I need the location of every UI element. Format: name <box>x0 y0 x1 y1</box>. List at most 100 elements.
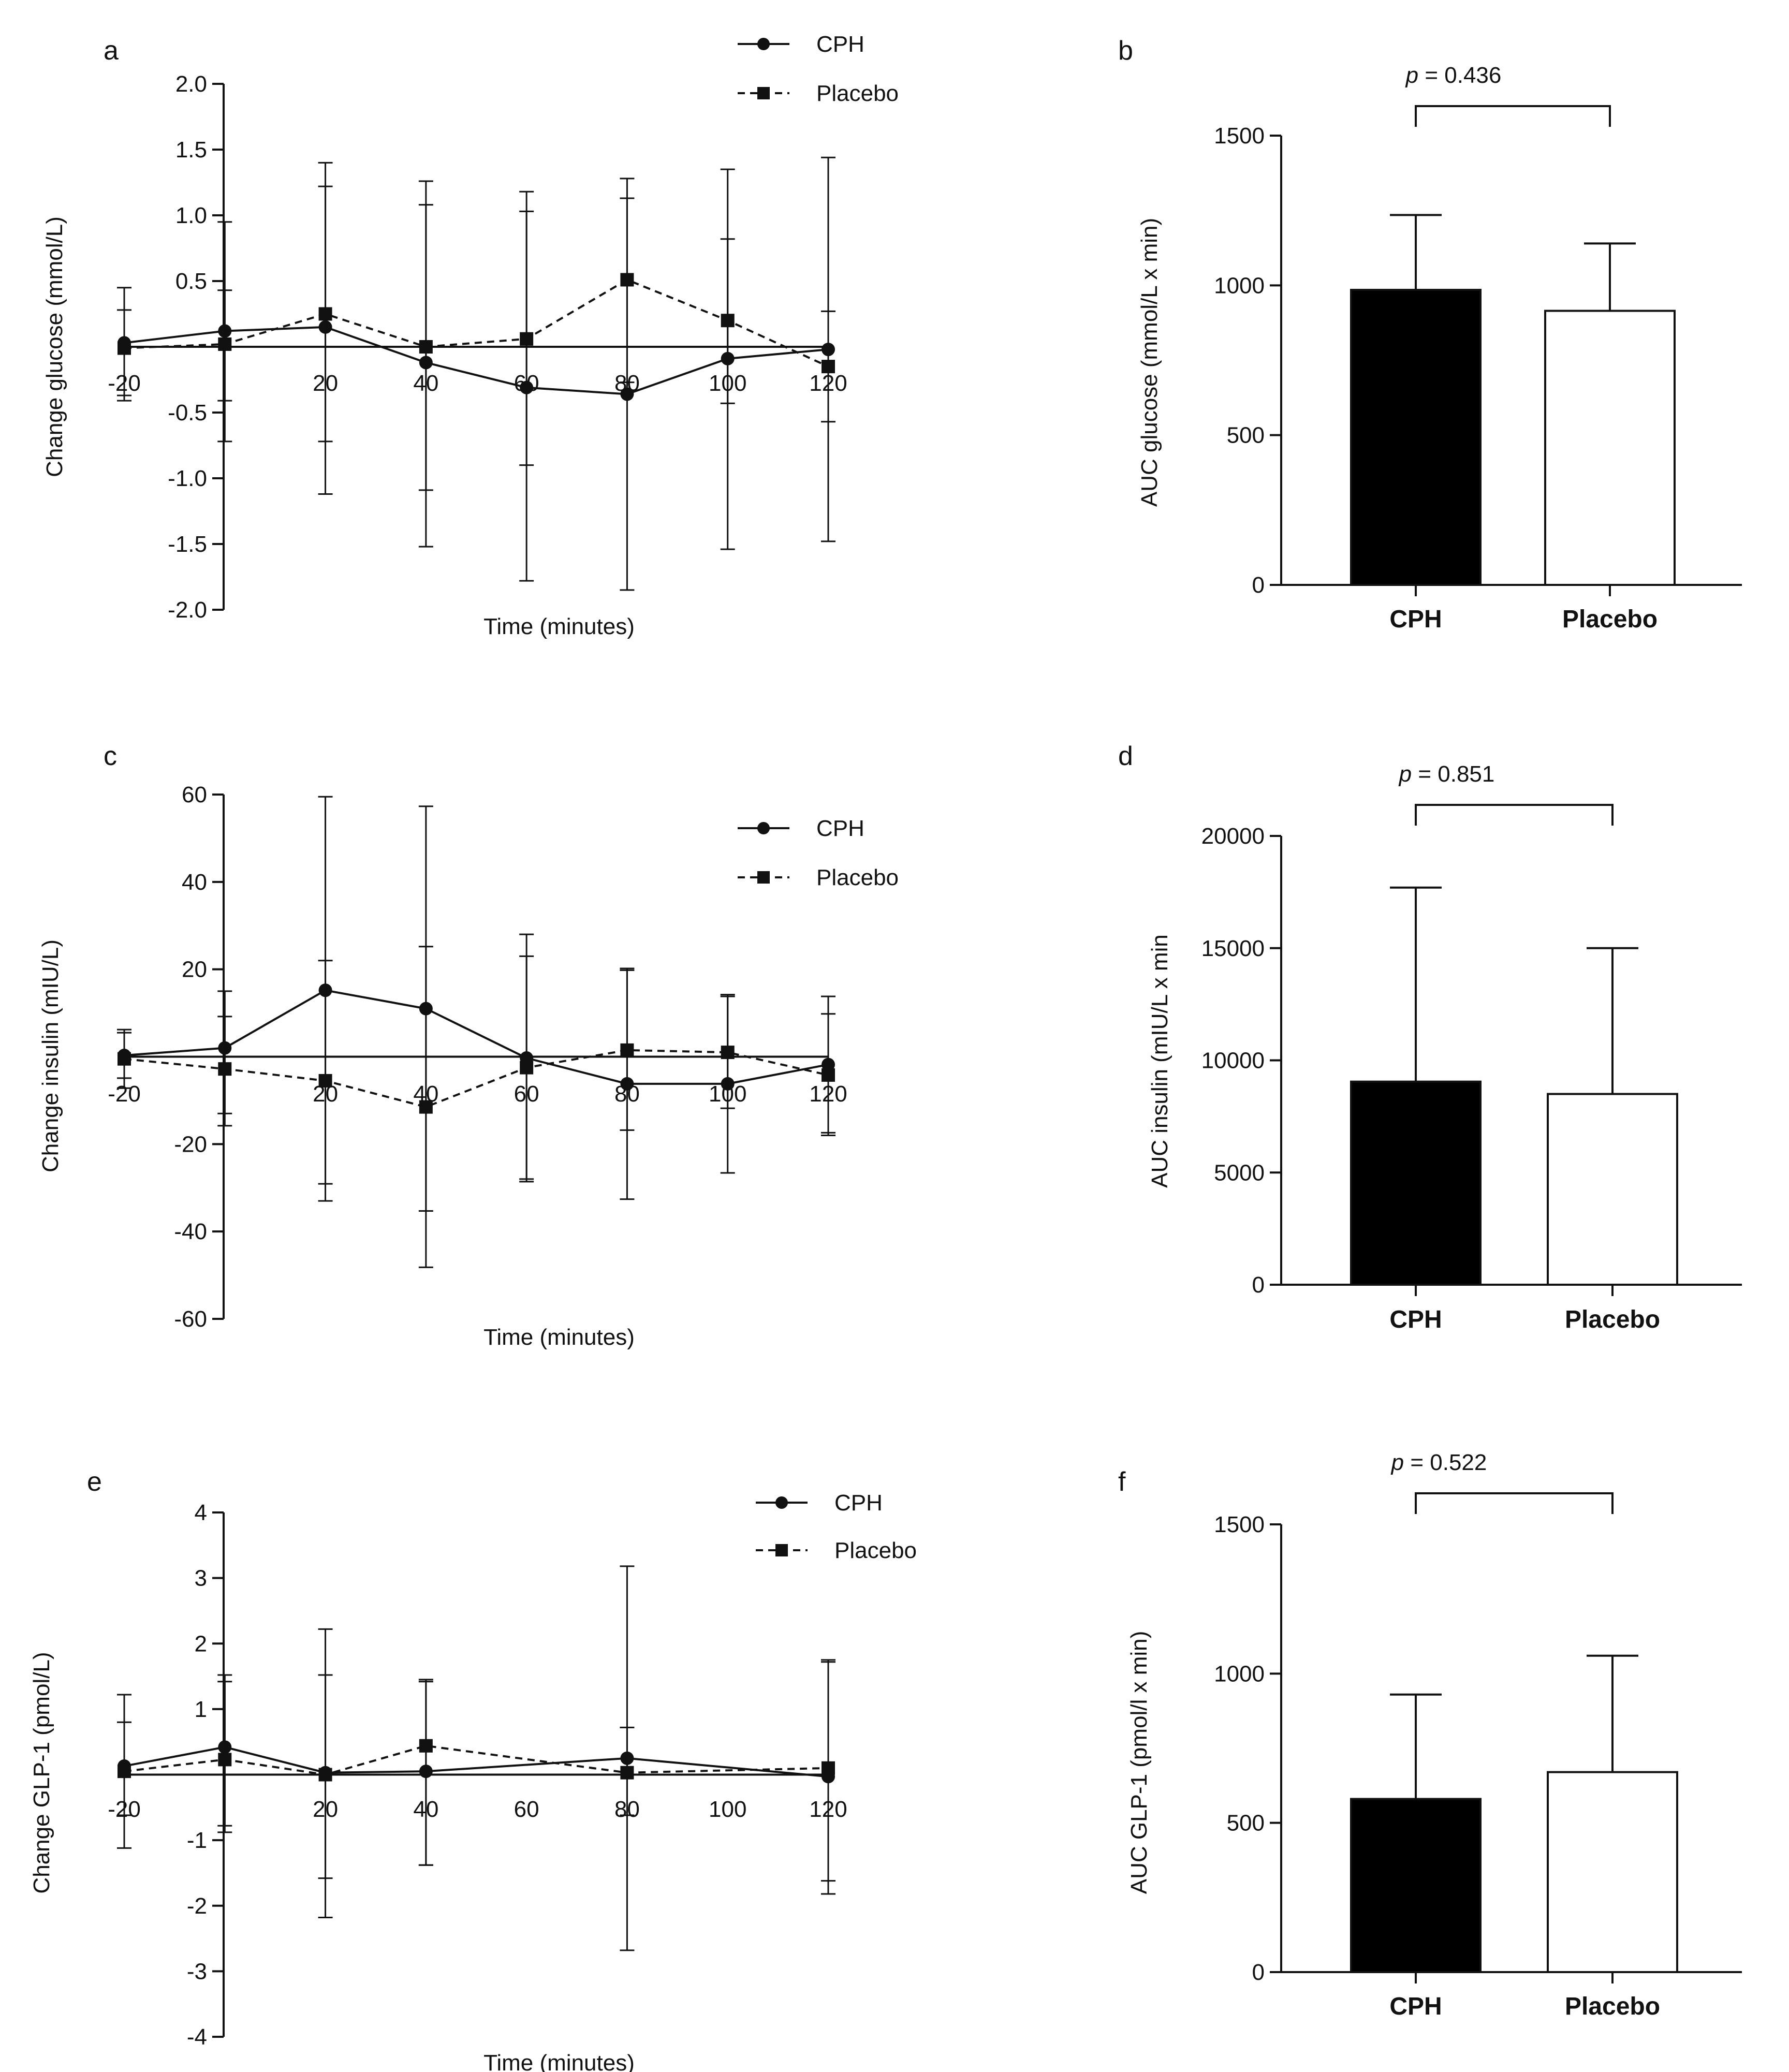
marker-placebo <box>118 1052 131 1066</box>
category-label-cph: CPH <box>1389 1306 1442 1333</box>
y-tick-label: 500 <box>1227 423 1265 448</box>
panel-d-p-value: p = 0.851 <box>1398 761 1495 787</box>
category-label-cph: CPH <box>1389 1993 1442 2020</box>
y-tick-label: 15000 <box>1201 936 1265 961</box>
legend-cph-label: CPH <box>816 32 864 57</box>
bar-cph <box>1350 1798 1482 1974</box>
marker-placebo <box>721 314 735 328</box>
marker-placebo <box>318 1768 332 1782</box>
y-tick-label: -4 <box>187 2024 207 2050</box>
panel-c-ylabel: Change insulin (mIU/L) <box>38 939 63 1172</box>
y-tick-label: 40 <box>182 870 207 895</box>
series-line-cph <box>124 326 829 395</box>
panel-letter-a: a <box>104 36 119 66</box>
legend-cph-label: CPH <box>834 1490 883 1516</box>
y-tick-label: 1000 <box>1214 1661 1265 1686</box>
y-tick-label: 1 <box>195 1697 207 1722</box>
y-tick-label: 1000 <box>1214 273 1265 298</box>
panel-f-p-value: p = 0.522 <box>1390 1450 1487 1475</box>
bar-placebo <box>1544 310 1676 586</box>
panel-b-p-value: p = 0.436 <box>1405 63 1502 88</box>
y-tick-label: -1 <box>187 1828 207 1853</box>
bar-placebo <box>1547 1093 1678 1286</box>
y-tick-label: 5000 <box>1214 1160 1265 1185</box>
marker-placebo <box>218 1062 232 1076</box>
significance-bracket <box>1415 804 1614 826</box>
y-tick-label: 10000 <box>1201 1048 1265 1074</box>
bar-placebo <box>1547 1771 1678 1973</box>
x-tick-label: 60 <box>514 1797 539 1822</box>
y-tick-label: 60 <box>182 782 207 807</box>
marker-placebo <box>419 1739 433 1753</box>
series-line-cph <box>124 989 829 1085</box>
panel-e-ylabel: Change GLP-1 (pmol/L) <box>29 1652 54 1893</box>
bar-cph <box>1350 289 1482 586</box>
significance-bracket <box>1415 1492 1614 1514</box>
category-label-placebo: Placebo <box>1565 1306 1660 1333</box>
series-line-placebo <box>124 1049 829 1108</box>
panel-letter-e: e <box>87 1467 102 1497</box>
y-tick-label: 0 <box>1252 1960 1265 1985</box>
panel-e-legend: CPH Placebo <box>756 1490 917 1563</box>
panel-f-bar-chart: f AUC GLP-1 (pmol/l x min) p = 0.522 0 50… <box>1118 1450 1742 2020</box>
y-tick-label: -40 <box>174 1219 207 1244</box>
marker-placebo <box>318 1074 332 1088</box>
marker-placebo <box>520 332 534 346</box>
y-tick-label: 20 <box>182 957 207 982</box>
y-tick-label: -60 <box>174 1306 207 1332</box>
series-line-placebo <box>124 1744 829 1776</box>
marker-placebo <box>419 340 433 354</box>
legend-placebo-square-icon <box>757 871 770 884</box>
y-tick-label: 1500 <box>1214 123 1265 149</box>
legend-placebo-label: Placebo <box>816 865 899 890</box>
y-tick-label: 1.0 <box>175 203 207 228</box>
y-tick-label: -1.5 <box>168 532 207 557</box>
y-tick-label: 2 <box>195 1631 207 1656</box>
panel-a-xlabel: Time (minutes) <box>483 614 635 639</box>
legend-placebo-square-icon <box>775 1544 788 1556</box>
y-tick-label: 500 <box>1227 1811 1265 1836</box>
panel-d-ylabel: AUC insulin (mIU/L x min <box>1147 934 1172 1188</box>
category-label-cph: CPH <box>1389 606 1442 633</box>
y-tick-label: 0 <box>1252 1272 1265 1298</box>
y-tick-label: 1500 <box>1214 1512 1265 1537</box>
panel-d-bar-chart: d AUC insulin (mIU/L x min p = 0.851 0 50… <box>1118 741 1742 1333</box>
panel-f-ylabel: AUC GLP-1 (pmol/l x min) <box>1126 1631 1152 1894</box>
bar-cph <box>1350 1080 1482 1286</box>
panel-e-xlabel: Time (minutes) <box>483 2050 635 2072</box>
panel-b-bar-chart: b AUC glucose (mmol/L x min) p = 0.436 0… <box>1118 36 1742 633</box>
marker-placebo <box>318 307 332 321</box>
panel-a-legend: CPH Placebo <box>738 32 899 106</box>
marker-placebo <box>118 1765 131 1779</box>
marker-placebo <box>721 1046 735 1060</box>
marker-placebo <box>822 360 835 374</box>
legend-cph-label: CPH <box>816 816 864 841</box>
marker-placebo <box>620 273 634 287</box>
panel-e-line-chart: e Time (minutes) Change GLP-1 (pmol/L) C… <box>29 1467 917 2072</box>
marker-placebo <box>822 1068 835 1082</box>
marker-placebo <box>419 1100 433 1114</box>
y-tick-label: -0.5 <box>168 400 207 425</box>
panel-letter-b: b <box>1118 36 1133 66</box>
y-tick-label: -2.0 <box>168 597 207 623</box>
marker-placebo <box>822 1761 835 1775</box>
marker-placebo <box>218 1753 232 1767</box>
y-tick-label: 4 <box>195 1500 207 1525</box>
legend-placebo-label: Placebo <box>816 81 899 106</box>
y-tick-label: -2 <box>187 1893 207 1919</box>
marker-placebo <box>118 341 131 355</box>
panel-c-xlabel: Time (minutes) <box>483 1325 635 1350</box>
marker-placebo <box>620 1043 634 1057</box>
legend-cph-circle-icon <box>757 38 770 50</box>
category-label-placebo: Placebo <box>1562 606 1658 633</box>
panel-letter-f: f <box>1118 1467 1126 1497</box>
y-tick-label: -1.0 <box>168 466 207 491</box>
marker-cph <box>620 387 634 401</box>
panel-a-line-chart: a Time (minutes) Change glucose (mmol/L)… <box>42 32 899 639</box>
y-tick-label: 3 <box>195 1566 207 1591</box>
legend-cph-circle-icon <box>757 822 770 834</box>
x-tick-label: 100 <box>709 1797 746 1822</box>
y-tick-label: 1.5 <box>175 137 207 163</box>
marker-placebo <box>520 1061 534 1075</box>
panel-a-ylabel: Change glucose (mmol/L) <box>42 216 67 477</box>
